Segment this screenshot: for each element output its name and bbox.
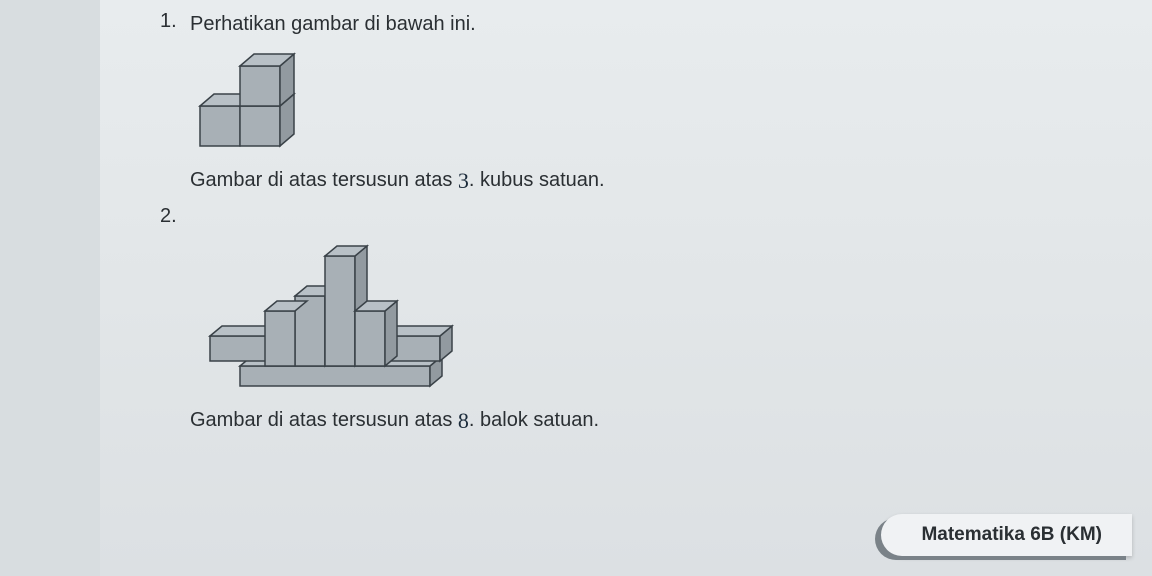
q2-sentence: Gambar di atas tersusun atas 8. balok sa… [190,404,1112,435]
q2-number: 2. [160,205,190,228]
q1-figure [190,46,1112,156]
q1-answer: 3 [458,166,469,197]
question-2-header: 2. [160,205,1112,228]
q1-text-b: . kubus satuan. [469,169,605,191]
worksheet-page: 1. Perhatikan gambar di bawah ini. [100,0,1152,576]
q2-figure [190,236,1112,396]
q2-answer: 8 [458,406,469,437]
q2-text-b: . balok satuan. [469,409,599,431]
cubes-3-diagram [190,46,340,156]
q1-text-a: Gambar di atas tersusun atas [190,169,458,191]
q1-prompt: Perhatikan gambar di bawah ini. [190,10,476,38]
question-1-header: 1. Perhatikan gambar di bawah ini. [160,10,1112,38]
footer-label: Matematika 6B (KM) [881,514,1132,556]
q1-sentence: Gambar di atas tersusun atas 3. kubus sa… [190,164,1112,195]
blocks-diagram [190,236,490,396]
q1-number: 1. [160,10,190,33]
q2-text-a: Gambar di atas tersusun atas [190,409,458,431]
